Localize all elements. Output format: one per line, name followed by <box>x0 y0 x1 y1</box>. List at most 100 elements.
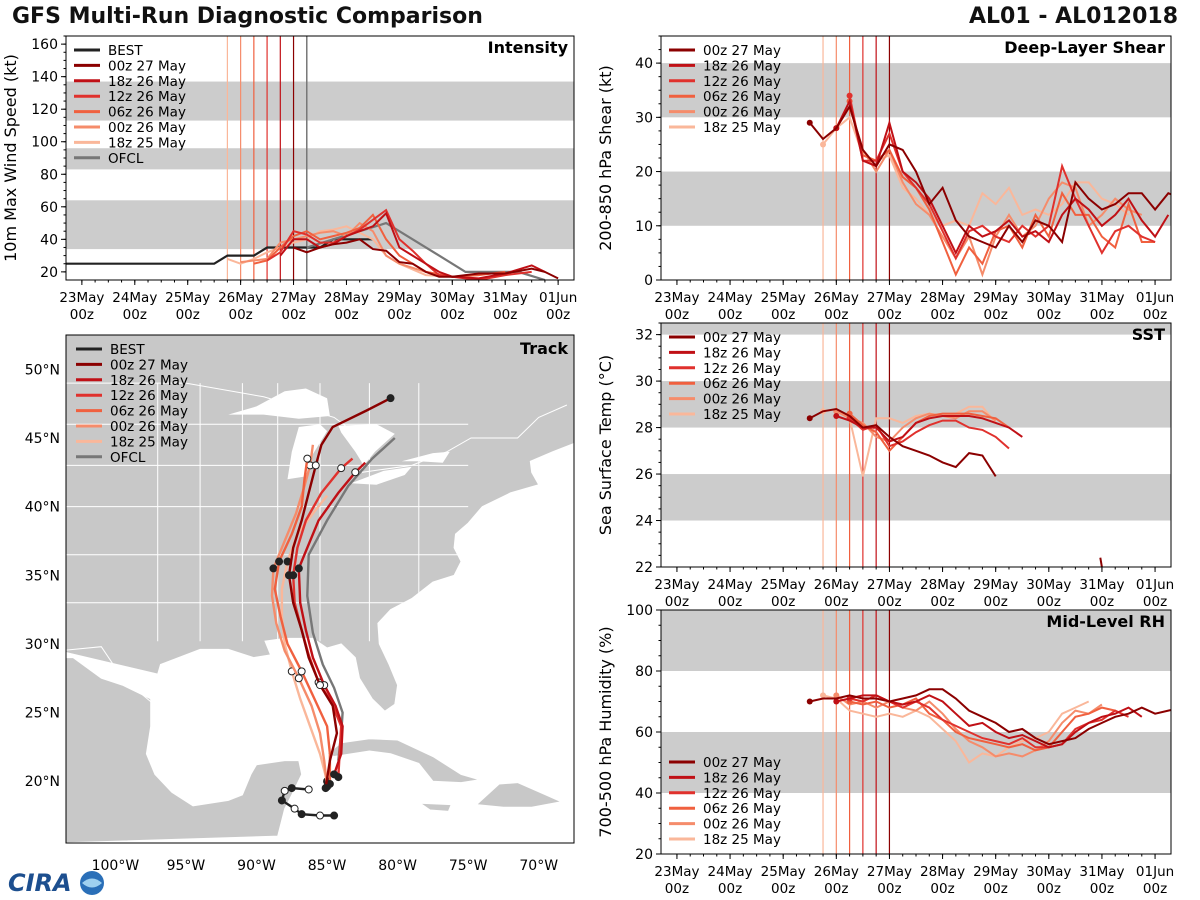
series-start-dot <box>833 692 840 699</box>
x-tick-label: 27May <box>867 290 912 306</box>
track-point <box>386 394 395 403</box>
x-tick-label: 00z <box>1037 881 1061 897</box>
storm-id: AL01 - AL012018 <box>969 4 1178 29</box>
x-tick-label: 26May <box>218 290 263 306</box>
y-axis-label: Sea Surface Temp (°C) <box>596 355 615 535</box>
x-tick-label: 23May <box>59 290 104 306</box>
x-tick-label: 24May <box>112 290 157 306</box>
lat-label: 45°N <box>25 431 60 447</box>
x-tick-label: 00z <box>718 881 742 897</box>
sst-panel: 22242628303223May00z24May00z25May00z26Ma… <box>596 322 1174 610</box>
best-track-point <box>304 785 313 794</box>
legend-label: 18z 25 May <box>703 120 781 136</box>
best-track-point <box>290 804 299 813</box>
x-tick-label: 30May <box>1026 864 1071 880</box>
x-tick-label: 23May <box>654 577 699 593</box>
x-tick-label: 00z <box>930 594 954 610</box>
globe-swirl-icon <box>82 878 102 888</box>
x-tick-label: 00z <box>824 881 848 897</box>
series-line-3 <box>848 100 1156 278</box>
sst-band <box>661 381 1171 428</box>
x-tick-label: 00z <box>877 881 901 897</box>
intensity-band <box>66 148 574 170</box>
series-line-0 <box>1099 557 1103 567</box>
legend-label: 12z 26 May <box>703 74 781 90</box>
track-point <box>269 564 278 573</box>
y-tick-label: 20 <box>635 847 653 863</box>
series-start-dot <box>806 698 813 705</box>
lon-label: 85°W <box>308 858 347 874</box>
legend-label: 12z 26 May <box>110 388 188 404</box>
x-tick-label: 30May <box>1026 577 1071 593</box>
land-cuba <box>326 738 480 784</box>
y-tick-label: 100 <box>31 135 58 151</box>
y-tick-label: 160 <box>31 37 58 53</box>
y-tick-label: 60 <box>40 200 58 216</box>
legend-label: 00z 27 May <box>703 330 781 346</box>
y-tick-label: 40 <box>40 232 58 248</box>
x-tick-label: 00z <box>1090 881 1114 897</box>
x-tick-label: 00z <box>824 594 848 610</box>
best-track-point <box>297 810 306 819</box>
x-tick-label: 31May <box>1079 864 1124 880</box>
x-tick-label: 00z <box>665 307 689 323</box>
legend-label: 18z 26 May <box>108 74 186 90</box>
x-tick-label: 00z <box>877 594 901 610</box>
x-tick-label: 00z <box>1090 594 1114 610</box>
sst-plot-area <box>661 323 1171 567</box>
x-tick-label: 00z <box>387 307 411 323</box>
legend-label: BEST <box>110 342 145 358</box>
y-tick-label: 30 <box>635 110 653 126</box>
series-line-0 <box>809 104 1171 249</box>
x-tick-label: 00z <box>824 307 848 323</box>
x-tick-label: 24May <box>708 577 753 593</box>
rh-band <box>661 610 1171 671</box>
x-tick-label: 28May <box>920 290 965 306</box>
x-tick-label: 01Jun <box>1136 577 1174 593</box>
x-tick-label: 00z <box>665 594 689 610</box>
cira-logo: CIRA <box>8 869 104 897</box>
legend-label: 12z 26 May <box>703 361 781 377</box>
track-point <box>275 557 284 566</box>
intensity-band <box>66 200 574 250</box>
x-tick-label: 00z <box>984 594 1008 610</box>
lake-erie <box>351 466 412 485</box>
legend-label: 12z 26 May <box>703 786 781 802</box>
shear-title: Deep-Layer Shear <box>1004 38 1165 57</box>
cira-logo-text: CIRA <box>8 869 72 897</box>
series-start-dot <box>833 698 840 705</box>
series-line-0 <box>809 407 997 477</box>
x-tick-label: 23May <box>654 290 699 306</box>
x-tick-label: 00z <box>123 307 147 323</box>
x-tick-label: 27May <box>271 290 316 306</box>
series-start-dot <box>820 141 827 148</box>
x-tick-label: 00z <box>1143 594 1167 610</box>
x-tick-label: 00z <box>1037 307 1061 323</box>
x-tick-label: 00z <box>877 307 901 323</box>
x-tick-label: 28May <box>920 577 965 593</box>
legend-label: 18z 25 May <box>703 832 781 848</box>
land-jamaica <box>418 802 452 812</box>
lat-label: 20°N <box>25 774 60 790</box>
series-line-3 <box>848 412 1010 453</box>
y-tick-label: 60 <box>635 725 653 741</box>
y-tick-label: 10 <box>635 219 653 235</box>
x-tick-label: 01Jun <box>539 290 577 306</box>
track-point <box>294 674 303 683</box>
x-tick-label: 31May <box>1079 577 1124 593</box>
shear-plot-area <box>661 36 1171 280</box>
series-line-1 <box>835 98 1170 256</box>
track-point <box>316 681 324 690</box>
y-tick-label: 20 <box>635 165 653 181</box>
x-tick-label: 00z <box>718 307 742 323</box>
legend-label: 06z 26 May <box>108 105 186 121</box>
x-tick-label: 00z <box>665 881 689 897</box>
legend-label: 18z 26 May <box>703 58 781 74</box>
x-tick-label: 00z <box>440 307 464 323</box>
y-tick-label: 20 <box>40 265 58 281</box>
x-tick-label: 01Jun <box>1136 290 1174 306</box>
x-tick-label: 00z <box>930 307 954 323</box>
y-tick-label: 28 <box>635 421 653 437</box>
legend-label: 00z 26 May <box>703 817 781 833</box>
ofcl-track <box>306 437 396 761</box>
